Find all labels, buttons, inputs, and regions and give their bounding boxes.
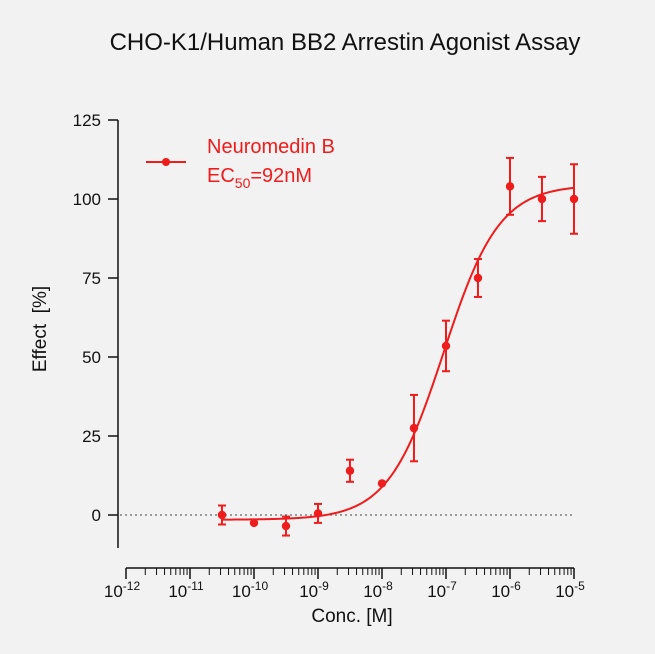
point-marker [473,273,483,283]
x-tick-label: 10-7 [427,579,457,601]
point-marker [313,509,323,518]
data-point [473,258,483,298]
data-point [441,319,451,373]
data-point [281,515,291,537]
point-marker [569,194,579,204]
x-tick-label: 10-6 [491,579,521,601]
data-point [569,163,579,235]
legend-ec50-prefix: EC [207,165,235,187]
legend-point-marker [162,158,170,166]
x-tick-label: 10-5 [555,579,585,601]
chart-title: CHO-K1/Human BB2 Arrestin Agonist Assay [110,29,581,56]
fit-curve-path [221,186,575,521]
y-axis: 0 25 50 75 100 125 [73,111,119,548]
x-tick-label: 10-11 [168,579,204,601]
fit-curve [221,186,575,521]
y-tick-label: 50 [82,348,101,367]
y-axis-label: Effect [%] [30,286,51,372]
data-points [217,156,579,537]
legend-series-label: Neuromedin B [207,136,335,158]
point-marker [441,341,451,351]
data-point [505,156,515,216]
legend-ec50-value: =92nM [250,165,312,187]
point-marker [377,479,387,488]
point-marker [249,518,259,528]
x-axis-label: Conc. [M] [311,606,392,627]
x-tick-label: 10-8 [363,579,393,601]
y-tick-label: 100 [73,190,101,209]
x-axis: 10-12 10-11 10-10 10-9 10-8 10-7 10-6 10-5 [104,567,585,601]
data-point [217,504,227,526]
legend-ec50-text: EC50=92nM [207,165,312,191]
data-point [377,479,387,488]
y-tick-label: 0 [92,506,101,525]
point-marker [345,466,355,475]
y-tick-label: 125 [73,111,101,130]
data-point [345,458,355,483]
point-marker [409,423,419,433]
x-tick-label: 10-10 [232,579,269,601]
legend-ec50-subscript: 50 [235,175,251,191]
data-point [249,518,259,528]
y-tick-label: 75 [82,269,101,288]
x-tick-label: 10-12 [104,579,141,601]
data-point [409,393,419,463]
point-marker [537,194,547,204]
point-marker [281,521,291,531]
data-point [537,175,547,223]
x-tick-label: 10-9 [299,579,329,601]
y-tick-label: 25 [82,427,101,446]
legend: Neuromedin B EC50=92nM [146,136,335,191]
point-marker [217,510,227,520]
point-marker [505,182,515,191]
data-point [313,502,323,524]
